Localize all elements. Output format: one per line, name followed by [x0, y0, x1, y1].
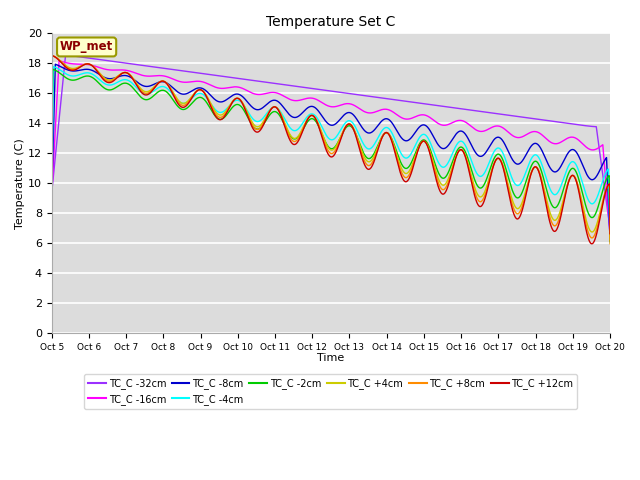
TC_C +12cm: [588, 241, 596, 247]
TC_C -8cm: [262, 102, 270, 108]
TC_C +4cm: [535, 168, 543, 174]
TC_C -16cm: [286, 96, 294, 102]
TC_C +4cm: [286, 132, 294, 138]
TC_C +8cm: [48, 164, 56, 169]
TC_C -2cm: [111, 85, 119, 91]
TC_C -32cm: [61, 52, 69, 58]
TC_C +4cm: [49, 53, 56, 59]
TC_C -16cm: [111, 67, 119, 73]
TC_C +4cm: [606, 237, 614, 243]
TC_C +4cm: [145, 88, 152, 94]
TC_C +8cm: [111, 75, 119, 81]
Text: WP_met: WP_met: [60, 40, 113, 53]
Line: TC_C -32cm: TC_C -32cm: [52, 55, 610, 229]
TC_C +8cm: [48, 53, 56, 59]
TC_C -4cm: [535, 156, 543, 161]
TC_C -32cm: [606, 226, 614, 232]
TC_C -4cm: [286, 125, 294, 131]
Line: TC_C -4cm: TC_C -4cm: [52, 67, 610, 242]
TC_C -16cm: [55, 58, 63, 64]
TC_C +12cm: [48, 53, 56, 59]
TC_C +12cm: [262, 117, 270, 122]
TC_C +12cm: [111, 76, 119, 82]
TC_C -4cm: [606, 240, 614, 245]
Line: TC_C -16cm: TC_C -16cm: [52, 61, 610, 235]
TC_C +12cm: [535, 170, 543, 176]
Title: Temperature Set C: Temperature Set C: [266, 15, 396, 29]
Legend: TC_C -32cm, TC_C -16cm, TC_C -8cm, TC_C -4cm, TC_C -2cm, TC_C +4cm, TC_C +8cm, T: TC_C -32cm, TC_C -16cm, TC_C -8cm, TC_C …: [84, 374, 577, 408]
TC_C -32cm: [145, 63, 152, 69]
TC_C -2cm: [145, 96, 152, 102]
TC_C -32cm: [111, 59, 119, 65]
TC_C -8cm: [535, 143, 543, 149]
TC_C -4cm: [48, 197, 56, 203]
TC_C -32cm: [286, 83, 294, 88]
TC_C +12cm: [286, 138, 294, 144]
TC_C -16cm: [145, 73, 152, 79]
TC_C -2cm: [535, 162, 543, 168]
TC_C +8cm: [595, 216, 603, 222]
TC_C -8cm: [145, 84, 152, 89]
TC_C -16cm: [535, 130, 543, 136]
TC_C -16cm: [595, 144, 603, 150]
Line: TC_C +8cm: TC_C +8cm: [52, 56, 610, 244]
TC_C +12cm: [48, 145, 56, 151]
TC_C -2cm: [49, 66, 56, 72]
TC_C -4cm: [595, 189, 603, 194]
TC_C -32cm: [262, 79, 270, 85]
TC_C -8cm: [51, 61, 59, 67]
TC_C +4cm: [48, 192, 56, 197]
TC_C +8cm: [262, 115, 270, 121]
TC_C -4cm: [262, 111, 270, 117]
TC_C +4cm: [111, 75, 119, 81]
TC_C +12cm: [606, 231, 614, 237]
TC_C -2cm: [595, 200, 603, 206]
TC_C -32cm: [48, 191, 56, 196]
TC_C -16cm: [606, 232, 614, 238]
TC_C +4cm: [595, 213, 603, 218]
Line: TC_C -2cm: TC_C -2cm: [52, 69, 610, 241]
TC_C +8cm: [535, 169, 543, 175]
TC_C -16cm: [48, 193, 56, 199]
TC_C -32cm: [535, 117, 543, 122]
TC_C -32cm: [595, 146, 603, 152]
TC_C +4cm: [262, 114, 270, 120]
TC_C -2cm: [606, 238, 614, 244]
Line: TC_C -8cm: TC_C -8cm: [52, 64, 610, 240]
TC_C -8cm: [286, 112, 294, 118]
TC_C -8cm: [595, 168, 603, 174]
TC_C -2cm: [286, 133, 294, 139]
TC_C +8cm: [606, 241, 614, 247]
TC_C -4cm: [111, 81, 119, 86]
TC_C +8cm: [286, 135, 294, 141]
Y-axis label: Temperature (C): Temperature (C): [15, 138, 25, 228]
TC_C -16cm: [262, 91, 270, 96]
X-axis label: Time: Time: [317, 353, 344, 363]
TC_C -8cm: [48, 195, 56, 201]
TC_C +8cm: [145, 90, 152, 96]
TC_C -8cm: [606, 237, 614, 243]
TC_C -2cm: [262, 118, 270, 123]
Line: TC_C +4cm: TC_C +4cm: [52, 56, 610, 240]
TC_C -8cm: [111, 75, 119, 81]
TC_C -4cm: [50, 64, 58, 70]
TC_C -4cm: [145, 91, 152, 96]
Line: TC_C +12cm: TC_C +12cm: [52, 56, 610, 244]
TC_C +12cm: [145, 91, 152, 97]
TC_C +12cm: [596, 218, 604, 224]
TC_C -2cm: [48, 198, 56, 204]
